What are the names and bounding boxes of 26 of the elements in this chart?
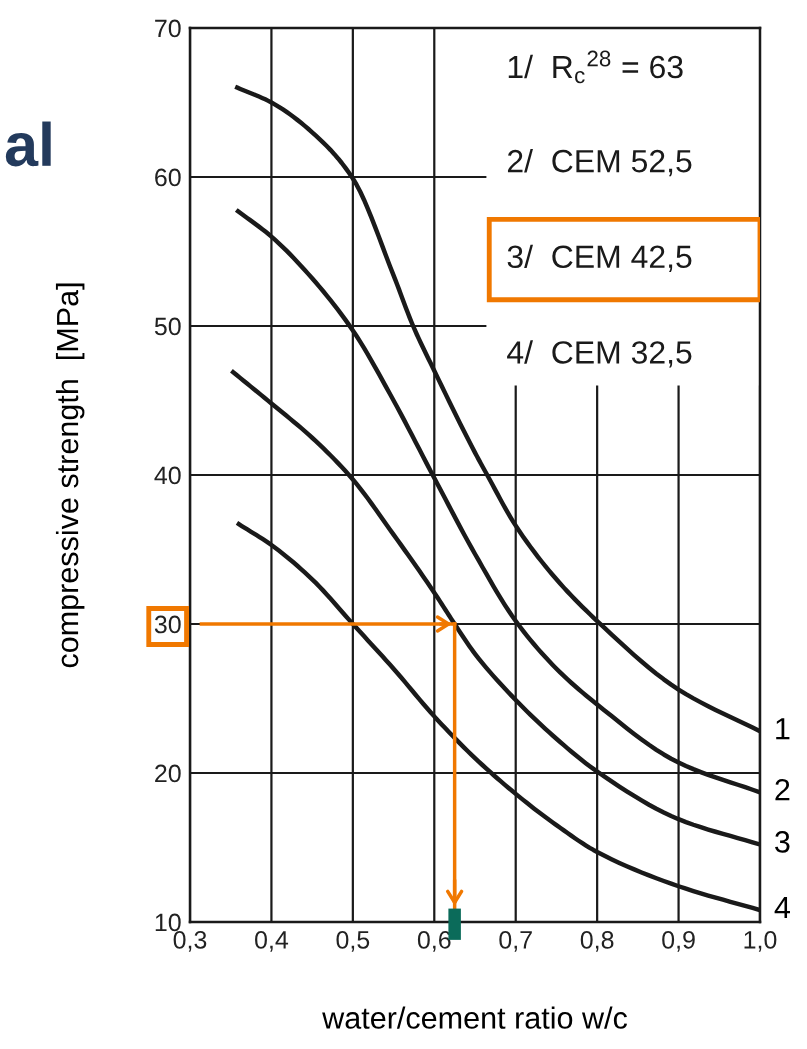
x-tick-label: 1,0 [744, 930, 777, 952]
annotation: 1/ R$_{c}$$^{28}$ = 63 [508, 50, 683, 84]
series-label: 1 [776, 718, 790, 740]
x-tick-label: 0,4 [255, 930, 289, 952]
y-tick-label: 70 [155, 19, 181, 38]
x-tick-label: 0,7 [499, 930, 532, 952]
text: al [5, 121, 51, 167]
x-tick-label: 0,9 [662, 930, 695, 952]
y-tick-label: 50 [154, 317, 181, 336]
y-tick-label: 60 [155, 168, 181, 187]
series-label: 2 [775, 778, 790, 801]
series-label: 4 [774, 896, 790, 918]
x-tick-label: 0,5 [336, 930, 370, 952]
annotation: 2/ CEM 52,5 [507, 149, 692, 177]
y-tick-label: 30 [154, 615, 181, 634]
annotation: 4/ CEM 32,5 [507, 340, 692, 368]
x-tick-label: 0,3 [173, 930, 207, 952]
series-label: 3 [775, 831, 790, 853]
y-tick-label: 20 [155, 764, 181, 783]
x-tick-label: 0,8 [580, 930, 614, 952]
y-tick-label: 10 [155, 913, 181, 932]
x-axis-title: water/cement ratio w/c [322, 1006, 628, 1029]
y-axis-title: compressive strength [MPa] [55, 283, 85, 668]
y-tick-label: 40 [154, 466, 181, 485]
annotation: 3/ CEM 42,5 [507, 244, 692, 272]
x-tick-label: 0,6 [417, 930, 451, 952]
